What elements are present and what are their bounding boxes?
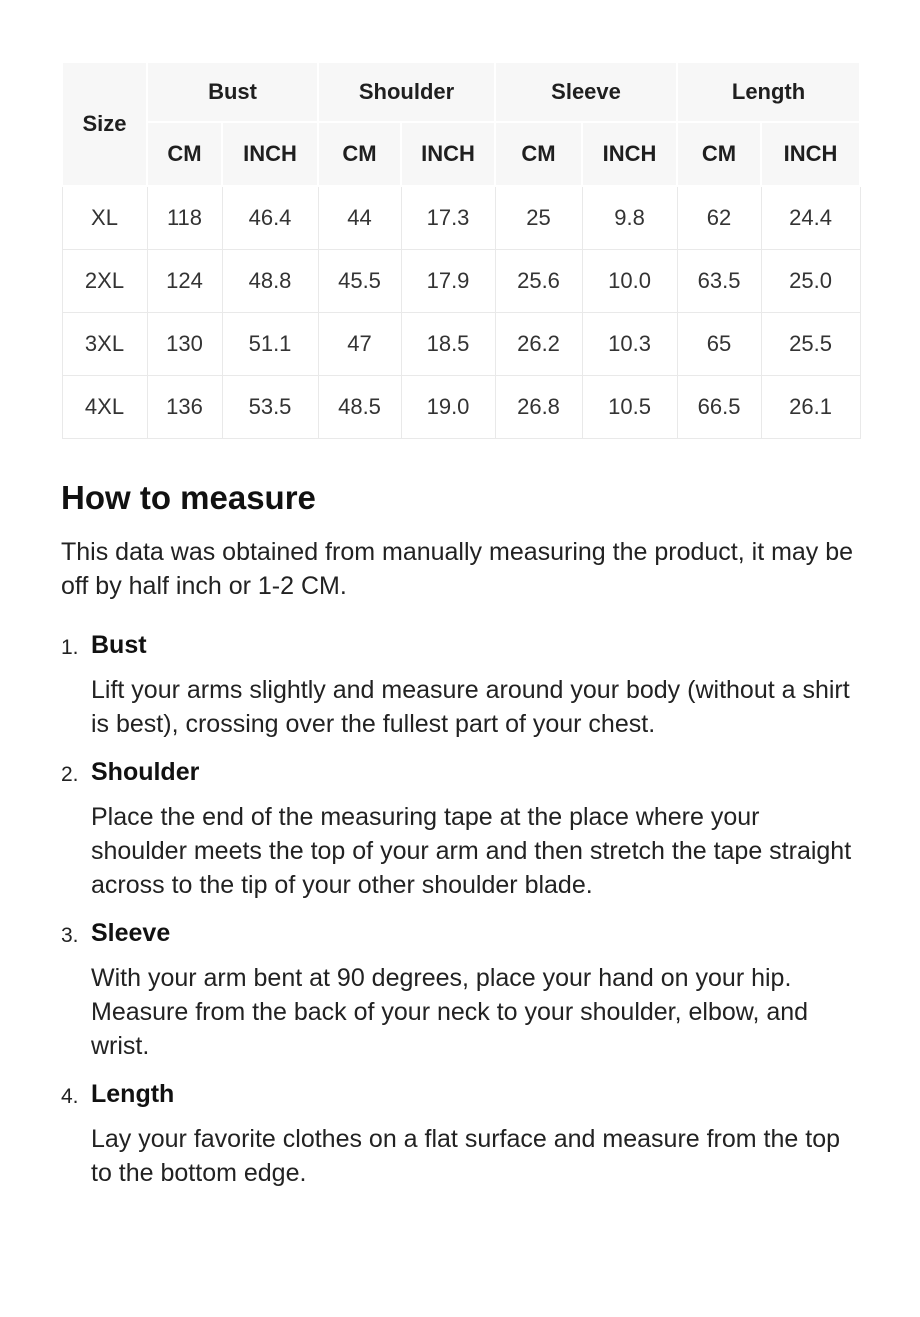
measurement-cell: 26.8 bbox=[494, 374, 583, 439]
bust-column-header: Bust bbox=[145, 61, 320, 123]
measurement-cell: 53.5 bbox=[221, 374, 319, 439]
how-to-measure-title: How to measure bbox=[61, 478, 316, 516]
step-number: 1. bbox=[61, 635, 79, 659]
group-header-row: Size Bust Shoulder Sleeve Length bbox=[61, 61, 862, 187]
measure-step-length: 4. Length Lay your favorite clothes on a… bbox=[61, 1078, 859, 1190]
measurement-cell: 26.1 bbox=[760, 374, 861, 439]
measurement-cell: 66.5 bbox=[676, 374, 762, 439]
step-description: Lay your favorite clothes on a flat surf… bbox=[91, 1124, 841, 1187]
length-inch-header: INCH bbox=[760, 121, 862, 187]
measurement-cell: 17.9 bbox=[400, 248, 496, 313]
measurement-cell: 51.1 bbox=[221, 311, 319, 376]
size-cell: 2XL bbox=[61, 248, 148, 313]
measurement-cell: 9.8 bbox=[581, 185, 678, 250]
sleeve-inch-header: INCH bbox=[581, 121, 679, 187]
step-description: Lift your arms slightly and measure arou… bbox=[91, 675, 850, 738]
size-chart-table: Size Bust Shoulder Sleeve Length CM INCH… bbox=[61, 61, 862, 439]
measurement-cell: 10.3 bbox=[581, 311, 678, 376]
shoulder-column-header: Shoulder bbox=[317, 61, 497, 123]
measure-step-bust: 1. Bust Lift your arms slightly and meas… bbox=[61, 629, 859, 741]
measurement-cell: 25.0 bbox=[760, 248, 861, 313]
step-number: 4. bbox=[61, 1084, 79, 1108]
sleeve-cm-header: CM bbox=[494, 121, 584, 187]
measurement-cell: 19.0 bbox=[400, 374, 496, 439]
measurement-cell: 47 bbox=[317, 311, 402, 376]
measure-steps-list: 1. Bust Lift your arms slightly and meas… bbox=[61, 629, 859, 1190]
measurement-cell: 48.8 bbox=[221, 248, 319, 313]
measurement-cell: 65 bbox=[676, 311, 762, 376]
table-row: 2XL 124 48.8 45.5 17.9 25.6 10.0 63.5 25.0 bbox=[61, 248, 861, 313]
step-label: Bust bbox=[91, 630, 147, 659]
table-row: XL 118 46.4 44 17.3 25 9.8 62 24.4 bbox=[61, 185, 861, 250]
step-label: Shoulder bbox=[91, 757, 200, 786]
measurement-cell: 124 bbox=[146, 248, 223, 313]
measurement-cell: 45.5 bbox=[317, 248, 402, 313]
size-column-header: Size bbox=[61, 61, 148, 187]
measurement-cell: 44 bbox=[317, 185, 402, 250]
measurement-cell: 130 bbox=[146, 311, 223, 376]
size-cell: 4XL bbox=[61, 374, 148, 439]
table-row: 4XL 136 53.5 48.5 19.0 26.8 10.5 66.5 26.1 bbox=[61, 374, 861, 439]
step-description: Place the end of the measuring tape at t… bbox=[91, 802, 852, 899]
size-cell: 3XL bbox=[61, 311, 148, 376]
measurement-cell: 25.6 bbox=[494, 248, 583, 313]
measurement-cell: 17.3 bbox=[400, 185, 496, 250]
step-number: 3. bbox=[61, 923, 79, 947]
measurement-cell: 25.5 bbox=[760, 311, 861, 376]
measurement-cell: 118 bbox=[146, 185, 223, 250]
size-guide-page: Size Bust Shoulder Sleeve Length CM INCH… bbox=[61, 61, 862, 1190]
length-column-header: Length bbox=[676, 61, 862, 123]
measure-step-sleeve: 3. Sleeve With your arm bent at 90 degre… bbox=[61, 917, 859, 1063]
measurement-cell: 24.4 bbox=[760, 185, 861, 250]
step-description: With your arm bent at 90 degrees, place … bbox=[91, 963, 809, 1060]
measurement-cell: 63.5 bbox=[676, 248, 762, 313]
measurement-cell: 48.5 bbox=[317, 374, 402, 439]
measurement-cell: 10.5 bbox=[581, 374, 678, 439]
measurement-cell: 18.5 bbox=[400, 311, 496, 376]
step-label: Length bbox=[91, 1079, 175, 1108]
step-number: 2. bbox=[61, 762, 79, 786]
size-chart-header: Size Bust Shoulder Sleeve Length CM INCH… bbox=[61, 61, 862, 187]
measurement-cell: 46.4 bbox=[221, 185, 319, 250]
unit-header-row: CM INCH CM INCH CM INCH CM INCH bbox=[62, 121, 862, 187]
measurement-cell: 136 bbox=[146, 374, 223, 439]
measurement-cell: 25 bbox=[494, 185, 583, 250]
shoulder-inch-header: INCH bbox=[400, 121, 497, 187]
measurement-cell: 10.0 bbox=[581, 248, 678, 313]
measurement-cell: 62 bbox=[676, 185, 762, 250]
table-row: 3XL 130 51.1 47 18.5 26.2 10.3 65 25.5 bbox=[61, 311, 861, 376]
measure-step-shoulder: 2. Shoulder Place the end of the measuri… bbox=[61, 756, 859, 902]
measure-intro-text: This data was obtained from manually mea… bbox=[61, 537, 854, 600]
sleeve-column-header: Sleeve bbox=[494, 61, 679, 123]
step-label: Sleeve bbox=[91, 918, 171, 947]
shoulder-cm-header: CM bbox=[317, 121, 403, 187]
length-cm-header: CM bbox=[676, 121, 763, 187]
size-cell: XL bbox=[61, 185, 148, 250]
bust-inch-header: INCH bbox=[220, 121, 320, 187]
measurement-cell: 26.2 bbox=[494, 311, 583, 376]
bust-cm-header: CM bbox=[146, 121, 223, 187]
size-chart-tbody: XL 118 46.4 44 17.3 25 9.8 62 24.4 2XL 124 48.8 45.5… bbox=[61, 185, 861, 439]
